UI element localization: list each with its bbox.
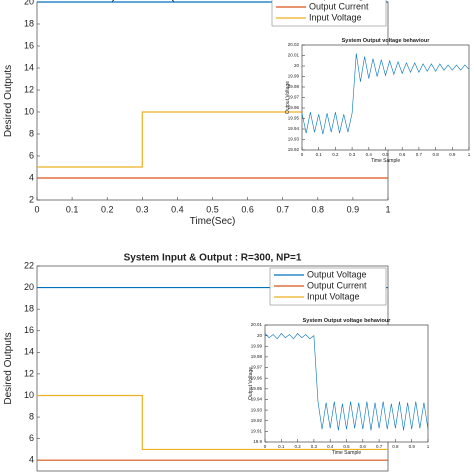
x-tick-label: 0.3 [136,204,149,214]
x-tick-label: 0.1 [278,444,285,449]
x-tick-label: 0 [264,444,267,449]
x-tick-label: 0.8 [392,444,399,449]
series-line [301,53,470,135]
x-axis-label: Time Sample [332,450,361,456]
legend-box [271,0,387,27]
legend-label: Output Voltage [307,269,367,279]
x-tick-label: 0.3 [311,444,318,449]
y-tick-label: 19.96 [288,105,300,110]
series-line [37,394,388,451]
y-tick-label: 19.99 [251,343,263,348]
y-tick-label: 6 [29,433,34,443]
y-tick-label: 19.93 [288,137,300,142]
y-tick-label: 8 [29,128,34,138]
chart-title: System Input & Output : R=300, NP=1 [124,253,302,264]
y-tick-label: 19.92 [288,147,300,152]
x-tick-label: 0.6 [241,204,254,214]
y-tick-label: 19.95 [288,116,300,121]
x-tick-label: 0.7 [276,204,289,214]
x-axis-label: Time(Sec) [190,216,236,227]
x-tick-label: 1 [427,444,430,449]
x-tick-label: 0.1 [66,204,79,214]
y-tick-label: 18 [24,304,34,314]
y-tick-label: 19.92 [251,418,263,423]
x-tick-label: 0.4 [171,204,184,214]
series-line [37,111,388,168]
y-tick-label: 2 [29,194,34,204]
y-tick-label: 20 [24,0,34,6]
y-tick-label: 16 [24,325,34,335]
series-line [264,333,429,431]
y-tick-label: 19.91 [251,429,263,434]
y-axis-label: Output Voltage [248,367,254,400]
y-tick-label: 14 [24,62,34,72]
y-tick-label: 19.93 [251,407,263,412]
x-tick-label: 0.8 [432,152,439,157]
y-tick-label: 10 [24,390,34,400]
x-tick-label: 0.5 [206,204,219,214]
x-tick-label: 0.8 [312,204,325,214]
x-tick-label: 0.7 [416,152,423,157]
y-tick-label: 16 [24,40,34,50]
x-tick-label: 0.5 [343,444,350,449]
x-axis-label: Time Sample [371,158,400,164]
y-tick-label: 19.95 [251,386,263,391]
legend-label: Output Current [309,1,369,11]
y-tick-label: 4 [29,455,34,465]
x-tick-label: 1 [468,152,471,157]
y-tick-label: 19.96 [251,375,263,380]
x-tick-label: 0.1 [316,152,323,157]
x-tick-label: 0.2 [332,152,339,157]
y-tick-label: 8 [29,411,34,421]
x-tick-label: 0.9 [409,444,416,449]
y-tick-label: 4 [29,172,34,182]
x-tick-label: 0.6 [399,152,406,157]
plot-area [301,44,470,151]
x-tick-label: 0.9 [347,204,360,214]
y-tick-label: 6 [29,150,34,160]
chart-title: System Output voltage behaviour [342,38,431,44]
y-tick-label: 20 [257,333,263,338]
y-tick-label: 20 [24,282,34,292]
legend-label: Input Voltage [309,12,362,22]
y-tick-label: 22 [24,260,34,270]
y-tick-label: 18 [24,18,34,28]
x-tick-label: 1 [385,204,390,214]
x-tick-label: 0.4 [366,152,373,157]
chart-title: System Output voltage behaviour [303,318,392,324]
y-axis-label: Desired Outputs [3,332,14,404]
y-tick-label: 20.01 [288,53,300,58]
y-tick-label: 19.97 [251,365,263,370]
x-tick-label: 0.3 [349,152,356,157]
x-tick-label: 0.7 [376,444,383,449]
y-tick-label: 19.9 [253,439,262,444]
x-tick-label: 0.5 [382,152,389,157]
y-tick-label: 10 [24,106,34,116]
legend-label: Output Current [307,280,367,290]
x-tick-label: 0.9 [449,152,456,157]
y-tick-label: 19.98 [288,84,300,89]
x-tick-label: 0 [34,204,39,214]
y-tick-label: 14 [24,347,34,357]
y-tick-label: 12 [24,84,34,94]
y-tick-label: 19.98 [251,354,263,359]
x-tick-label: 0.2 [101,204,114,214]
y-axis-label: Output Voltage [285,81,291,114]
x-tick-label: 0.6 [360,444,367,449]
x-tick-label: 0.2 [294,444,301,449]
plot-area [264,324,429,443]
legend-label: Input Voltage [307,291,360,301]
x-tick-label: 0.4 [327,444,334,449]
x-tick-label: 0 [301,152,304,157]
y-tick-label: 19.99 [288,74,300,79]
y-tick-label: 19.97 [288,95,300,100]
y-tick-label: 19.94 [288,126,300,131]
y-tick-label: 12 [24,368,34,378]
y-tick-label: 20.02 [288,42,300,47]
y-tick-label: 19.94 [251,397,263,402]
y-tick-label: 20.01 [251,322,263,327]
y-axis-label: Desired Outputs [3,65,14,137]
y-tick-label: 20 [294,63,300,68]
